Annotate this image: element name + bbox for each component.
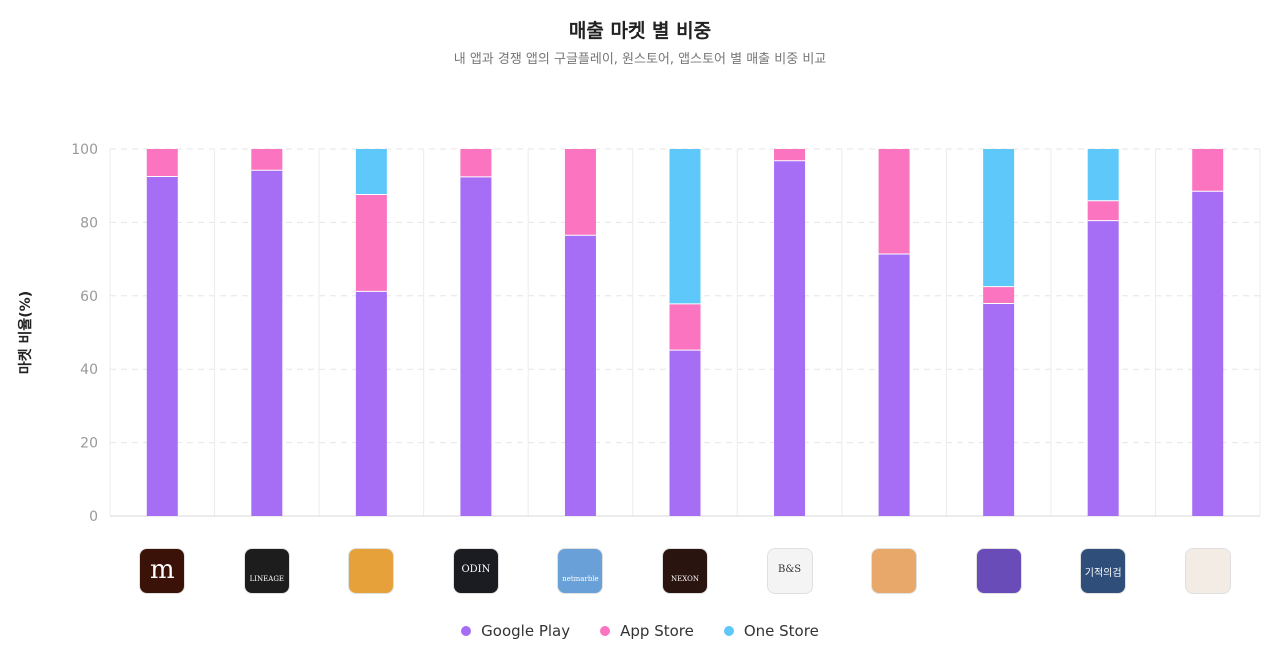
y-tick-label: 20 — [80, 436, 98, 452]
miracle-sword-app-icon: 기적의검 — [1081, 549, 1126, 593]
bar-segment-one-store — [983, 149, 1015, 287]
chart-subtitle: 내 앱과 경쟁 앱의 구글플레이, 원스토어, 앱스토어 별 매출 비중 비교 — [453, 52, 827, 67]
bar-segment-one-store — [355, 149, 387, 195]
heroes-tales-app-icon — [976, 549, 1021, 593]
bar-segment-app-store — [251, 149, 283, 171]
bar-segment-one-store — [1087, 149, 1119, 201]
legend-dot-icon — [723, 626, 734, 636]
bar-segment-app-store — [355, 194, 387, 292]
legend-label: Google Play — [481, 622, 571, 640]
chart-title: 매출 마켓 별 비중 — [568, 20, 712, 42]
app-icon-logo-text: m — [149, 555, 175, 585]
legend-label: One Store — [743, 622, 819, 640]
odin-app-icon: ODIN — [453, 549, 498, 593]
bar-segment-google-play — [251, 170, 283, 516]
bar-segment-app-store — [146, 149, 178, 177]
app-icon-logo-text: NEXON — [671, 575, 699, 583]
bar-segment-google-play — [355, 291, 387, 516]
app-icon-logo-text: ODIN — [461, 564, 491, 575]
app-icon-logo-text: 기적의검 — [1084, 568, 1122, 579]
nexon-app-icon: NEXON — [663, 549, 707, 593]
bar-segment-google-play — [564, 235, 596, 516]
legend-item-one-store[interactable]: One Store — [723, 622, 819, 640]
bar-segment-app-store — [669, 303, 701, 351]
legend-dot-icon — [600, 626, 611, 636]
bar-segment-google-play — [1087, 220, 1119, 516]
bar-segment-app-store — [564, 149, 596, 236]
y-axis-label: 마켓 비율(%) — [17, 291, 34, 374]
app-icon-row: m LINEAGE ODIN netmarble NEXON B&S 기적의검 — [0, 548, 1280, 594]
bar-segment-app-store — [1087, 200, 1119, 221]
app-icon-logo-text: netmarble — [562, 575, 599, 583]
netmarble-app-icon: netmarble — [558, 549, 603, 593]
legend-item-app-store[interactable]: App Store — [600, 622, 694, 640]
app-icon-logo-text: B&S — [777, 564, 802, 575]
y-tick-label: 100 — [71, 142, 98, 158]
y-tick-label: 0 — [89, 509, 98, 525]
genshin-app-icon — [1185, 549, 1230, 593]
y-tick-label: 80 — [80, 215, 98, 231]
bar-segment-google-play — [774, 160, 806, 516]
blade-and-soul-app-icon: B&S — [767, 549, 812, 593]
bar-segment-google-play — [146, 176, 178, 516]
bar-segment-google-play — [1192, 191, 1224, 516]
bar-segment-google-play — [983, 303, 1015, 516]
lineage-2-app-icon: LINEAGE — [244, 549, 289, 593]
bar-segment-google-play — [669, 350, 701, 516]
bar-segment-google-play — [460, 176, 492, 516]
bar-segment-one-store — [669, 149, 701, 304]
bar-segment-app-store — [1192, 149, 1224, 192]
bar-segment-app-store — [460, 149, 492, 177]
legend-label: App Store — [620, 622, 694, 640]
cookie-run-app-icon — [349, 549, 394, 593]
bar-segment-app-store — [983, 286, 1015, 304]
legend-dot-icon — [461, 626, 472, 636]
app-icon-logo-text: LINEAGE — [249, 575, 285, 583]
y-tick-label: 60 — [80, 289, 98, 305]
bar-segment-app-store — [878, 149, 910, 254]
bar-segment-google-play — [878, 253, 910, 516]
legend-item-google-play[interactable]: Google Play — [461, 622, 570, 640]
anime-heroine-app-icon — [872, 549, 917, 593]
y-tick-label: 40 — [80, 362, 98, 378]
chart-legend: Google Play App Store One Store — [0, 622, 1280, 640]
bar-segment-app-store — [774, 149, 806, 161]
lineage-m-app-icon: m — [140, 549, 185, 593]
